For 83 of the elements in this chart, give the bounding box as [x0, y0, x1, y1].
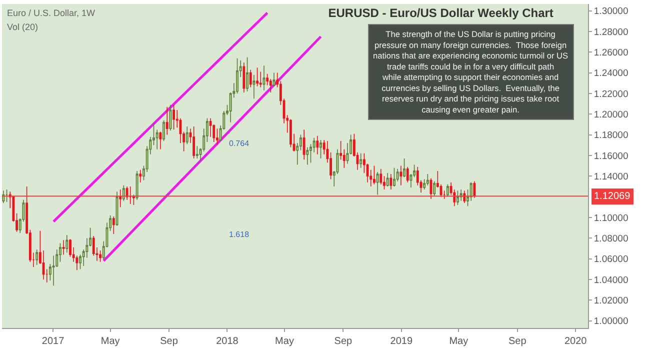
candlestick: [433, 180, 436, 196]
candlestick: [393, 167, 396, 187]
y-tick-label: 1.08000: [594, 233, 628, 244]
y-tick-label: 1.02000: [594, 295, 628, 306]
candlestick: [236, 58, 238, 94]
candlestick: [252, 74, 256, 100]
candlestick: [169, 104, 172, 132]
candlestick: [272, 72, 276, 87]
x-tick-label: 2019: [390, 336, 413, 347]
annotation: The strength of the US Dollar is putting pricing pressure on many foreign currencies. Those foreign nations that are experiencing economic turmoil or US trade tariffs could be in for a very difficult path while attempting to support their economies and currencies by selling US Dollars. Eventually, the reserves run dry and the pricing issues take root causing even greater pain.: [373, 29, 569, 115]
candlestick: [463, 190, 466, 204]
x-tick-label: Sep: [508, 336, 527, 347]
candlestick: [119, 189, 122, 208]
annotation: Vol (20): [7, 22, 38, 32]
y-tick-label: 1.26000: [594, 47, 628, 58]
candlestick: [390, 174, 392, 190]
candlestick: [249, 69, 252, 88]
annotation: 1.618: [229, 230, 250, 239]
candlestick: [192, 126, 196, 159]
candlestick: [186, 126, 188, 144]
candlestick: [99, 250, 102, 262]
candlestick: [139, 170, 142, 183]
candlestick: [446, 184, 449, 198]
y-tick-label: 1.06000: [594, 254, 628, 266]
candlestick: [216, 128, 218, 146]
candlestick: [246, 56, 248, 92]
candlestick: [259, 71, 262, 88]
candlestick: [6, 189, 8, 202]
x-tick-label: Sep: [334, 336, 353, 347]
candlestick: [406, 166, 409, 183]
candlestick: [172, 104, 176, 130]
x-tick-label: Sep: [160, 336, 178, 347]
candlestick: [403, 158, 406, 178]
x-tick-label: 2017: [42, 336, 65, 347]
x-tick-label: May: [275, 336, 294, 347]
candlestick: [129, 186, 132, 204]
y-tick-label: 1.18000: [594, 130, 628, 142]
candlestick: [2, 190, 5, 204]
y-tick-label: 1.10000: [594, 212, 628, 224]
annotation: 0.764: [229, 139, 250, 148]
candlestick: [373, 165, 376, 185]
candlestick: [196, 146, 198, 159]
candlestick: [360, 153, 362, 168]
candlestick: [66, 234, 68, 253]
y-tick-label: 1.14000: [594, 171, 628, 182]
candlestick: [159, 131, 162, 150]
y-tick-label: 1.04000: [594, 274, 628, 286]
y-tick-label: 1.20000: [594, 109, 628, 120]
candlestick: [473, 180, 476, 198]
x-tick-label: May: [100, 336, 120, 347]
candlestick: [306, 146, 309, 166]
x-tick-label: 2020: [564, 336, 588, 347]
candlestick: [376, 172, 379, 196]
y-tick-label: 1.00000: [594, 316, 628, 328]
candlestick: [289, 118, 292, 148]
candlestick: [426, 174, 429, 186]
candlestick: [162, 120, 165, 142]
candlestick: [256, 67, 259, 87]
candlestick: [36, 249, 38, 266]
candlestick: [456, 190, 459, 206]
candlestick: [242, 62, 246, 93]
x-tick-label: May: [449, 336, 468, 347]
candlestick: [262, 65, 266, 91]
candlestick: [166, 106, 168, 136]
chart-title: EURUSD - Euro/US Dollar Weekly Chart: [328, 6, 554, 20]
candlestick: [386, 172, 389, 187]
candlestick: [320, 140, 322, 159]
y-tick-label: 1.22000: [594, 88, 628, 100]
candlestick: [62, 240, 65, 256]
candlestick: [112, 216, 115, 234]
candlestick: [430, 178, 432, 200]
ref-line-label: 1.12069: [594, 191, 631, 202]
chart-subtitle: Euro / U.S. Dollar, 1W: [7, 8, 96, 18]
candlestick: [136, 170, 138, 200]
y-tick-label: 1.28000: [594, 26, 628, 38]
candlestick: [122, 185, 125, 202]
x-tick-label: 2018: [216, 336, 239, 347]
y-tick-label: 1.30000: [594, 6, 628, 18]
y-tick-label: 1.24000: [594, 68, 628, 80]
candlestick: [302, 129, 306, 160]
candlestick: [316, 135, 319, 155]
y-tick-label: 1.16000: [594, 150, 628, 162]
candlestick: [400, 165, 402, 186]
